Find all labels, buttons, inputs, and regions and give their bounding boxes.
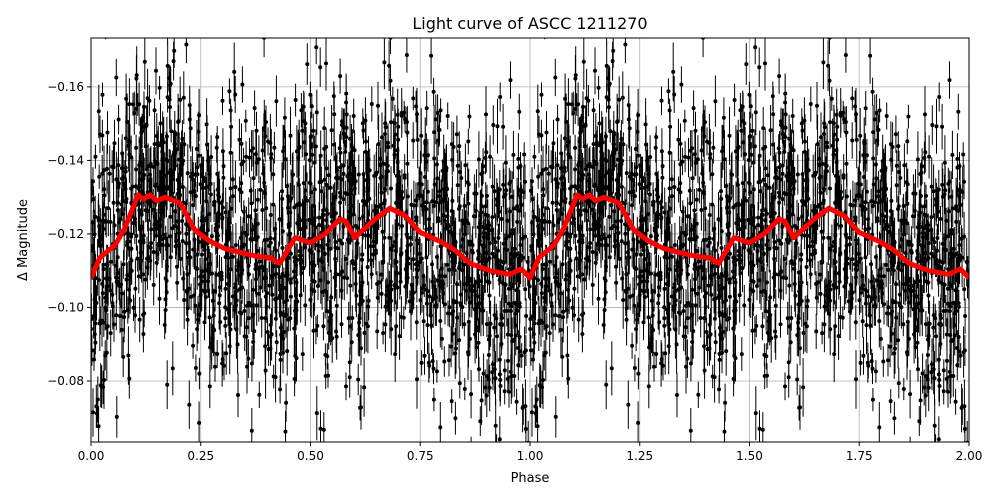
y-tick-label: −0.08 — [47, 374, 84, 388]
y-tick-label: −0.14 — [47, 153, 84, 167]
x-tick-label: 1.75 — [846, 449, 873, 463]
y-tick-label: −0.16 — [47, 80, 84, 94]
x-tick-label: 0.00 — [78, 449, 105, 463]
x-tick-label: 0.50 — [297, 449, 324, 463]
y-tick-label: −0.12 — [47, 227, 84, 241]
binned-curve — [91, 192, 969, 281]
x-tick-label: 1.00 — [517, 449, 544, 463]
x-tick-label: 2.00 — [956, 449, 983, 463]
x-tick-label: 1.25 — [626, 449, 653, 463]
x-tick-label: 0.25 — [187, 449, 214, 463]
y-tick-label: −0.10 — [47, 300, 84, 314]
x-axis-label: Phase — [511, 471, 550, 486]
x-axis: 0.00 0.25 0.50 0.75 1.00 1.25 1.50 1.75 2.00 — [78, 442, 983, 463]
y-axis: −0.16 −0.14 −0.12 −0.10 −0.08 — [47, 80, 91, 388]
chart-title: Light curve of ASCC 1211270 — [412, 14, 647, 33]
x-tick-label: 1.50 — [736, 449, 763, 463]
data-point-markers — [91, 38, 969, 442]
x-tick-label: 0.75 — [407, 449, 434, 463]
data-points — [91, 38, 969, 442]
y-axis-label: Δ Magnitude — [16, 199, 31, 281]
